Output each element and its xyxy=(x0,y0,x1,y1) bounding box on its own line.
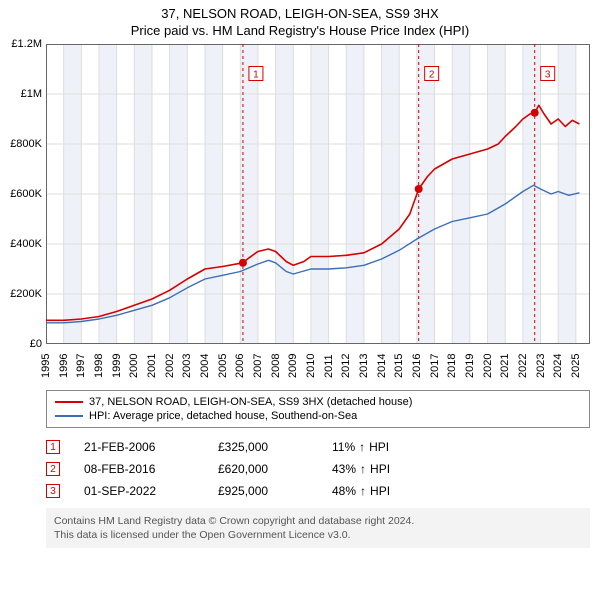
legend-item-property: 37, NELSON ROAD, LEIGH-ON-SEA, SS9 3HX (… xyxy=(55,395,581,409)
up-arrow-icon: ↑ xyxy=(359,440,365,454)
x-tick-label: 1997 xyxy=(75,354,87,378)
x-tick-label: 2023 xyxy=(535,354,547,378)
plot-area: £0£200K£400K£600K£800K£1M£1.2M 123 xyxy=(46,44,590,344)
x-tick-label: 2016 xyxy=(411,354,423,378)
y-tick-label: £0 xyxy=(30,338,42,350)
x-tick-label: 2024 xyxy=(552,354,564,378)
x-tick-label: 1996 xyxy=(58,354,70,378)
attribution-footer: Contains HM Land Registry data © Crown c… xyxy=(46,508,590,548)
plot-svg: 1 2 3 xyxy=(46,44,590,344)
y-tick-label: £800K xyxy=(10,138,42,150)
sale-event-date: 08-FEB-2016 xyxy=(84,462,194,476)
legend-label: 37, NELSON ROAD, LEIGH-ON-SEA, SS9 3HX (… xyxy=(89,396,412,408)
x-tick-label: 2007 xyxy=(252,354,264,378)
sale-event-marker: 1 xyxy=(46,440,60,454)
chart-title-subtitle: Price paid vs. HM Land Registry's House … xyxy=(0,23,600,38)
sale-event-row: 2 08-FEB-2016 £620,000 43%↑HPI xyxy=(46,458,590,480)
event-marker-3: 3 xyxy=(541,67,555,81)
x-tick-label: 2013 xyxy=(358,354,370,378)
x-tick-label: 2011 xyxy=(323,354,335,378)
x-tick-label: 2005 xyxy=(217,354,229,378)
chart-title-address: 37, NELSON ROAD, LEIGH-ON-SEA, SS9 3HX xyxy=(0,6,600,21)
y-tick-label: £1M xyxy=(21,88,42,100)
y-tick-label: £200K xyxy=(10,288,42,300)
x-tick-label: 2014 xyxy=(376,354,388,378)
sale-event-row: 1 21-FEB-2006 £325,000 11%↑HPI xyxy=(46,436,590,458)
y-tick-label: £1.2M xyxy=(11,38,42,50)
y-axis: £0£200K£400K£600K£800K£1M£1.2M xyxy=(0,44,46,344)
x-tick-label: 2004 xyxy=(199,354,211,378)
x-tick-label: 2021 xyxy=(499,354,511,378)
x-tick-label: 2010 xyxy=(305,354,317,378)
up-arrow-icon: ↑ xyxy=(360,462,366,476)
x-tick-label: 2012 xyxy=(340,354,352,378)
x-tick-label: 2003 xyxy=(181,354,193,378)
x-tick-label: 2022 xyxy=(517,354,529,378)
event-marker-2: 2 xyxy=(425,67,439,81)
legend: 37, NELSON ROAD, LEIGH-ON-SEA, SS9 3HX (… xyxy=(46,390,590,428)
sale-event-delta: 48%↑HPI xyxy=(332,484,390,498)
x-tick-label: 1995 xyxy=(40,354,52,378)
x-tick-label: 2020 xyxy=(482,354,494,378)
x-tick-label: 2006 xyxy=(234,354,246,378)
footer-line-2: This data is licensed under the Open Gov… xyxy=(54,528,582,542)
x-tick-label: 1998 xyxy=(93,354,105,378)
sale-event-date: 21-FEB-2006 xyxy=(84,440,194,454)
x-tick-label: 2002 xyxy=(164,354,176,378)
x-tick-label: 2008 xyxy=(270,354,282,378)
legend-item-hpi: HPI: Average price, detached house, Sout… xyxy=(55,409,581,423)
sale-events-table: 1 21-FEB-2006 £325,000 11%↑HPI 2 08-FEB-2016 £… xyxy=(46,436,590,502)
x-tick-label: 2018 xyxy=(446,354,458,378)
x-tick-label: 2000 xyxy=(128,354,140,378)
x-tick-label: 2025 xyxy=(570,354,582,378)
sale-event-date: 01-SEP-2022 xyxy=(84,484,194,498)
legend-swatch xyxy=(55,415,83,417)
up-arrow-icon: ↑ xyxy=(360,484,366,498)
sale-event-delta: 11%↑HPI xyxy=(332,440,389,454)
x-tick-label: 2001 xyxy=(146,354,158,378)
sale-event-price: £925,000 xyxy=(218,484,308,498)
y-tick-label: £600K xyxy=(10,188,42,200)
x-axis: 1995199619971998199920002001200220032004… xyxy=(46,344,590,384)
price-vs-hpi-chart: 37, NELSON ROAD, LEIGH-ON-SEA, SS9 3HX P… xyxy=(0,0,600,548)
sale-event-marker: 3 xyxy=(46,484,60,498)
chart-titles: 37, NELSON ROAD, LEIGH-ON-SEA, SS9 3HX P… xyxy=(0,0,600,40)
x-tick-label: 2009 xyxy=(287,354,299,378)
sale-event-row: 3 01-SEP-2022 £925,000 48%↑HPI xyxy=(46,480,590,502)
y-tick-label: £400K xyxy=(10,238,42,250)
svg-text:1: 1 xyxy=(253,70,259,81)
legend-label: HPI: Average price, detached house, Sout… xyxy=(89,410,357,422)
sale-event-marker: 2 xyxy=(46,462,60,476)
x-tick-label: 1999 xyxy=(111,354,123,378)
footer-line-1: Contains HM Land Registry data © Crown c… xyxy=(54,514,582,528)
legend-swatch xyxy=(55,401,83,403)
x-tick-label: 2015 xyxy=(393,354,405,378)
sale-event-price: £325,000 xyxy=(218,440,308,454)
x-tick-label: 2017 xyxy=(429,354,441,378)
x-tick-label: 2019 xyxy=(464,354,476,378)
event-marker-1: 1 xyxy=(249,67,263,81)
sale-event-price: £620,000 xyxy=(218,462,308,476)
svg-text:2: 2 xyxy=(429,70,435,81)
sale-event-delta: 43%↑HPI xyxy=(332,462,390,476)
svg-text:3: 3 xyxy=(545,70,551,81)
